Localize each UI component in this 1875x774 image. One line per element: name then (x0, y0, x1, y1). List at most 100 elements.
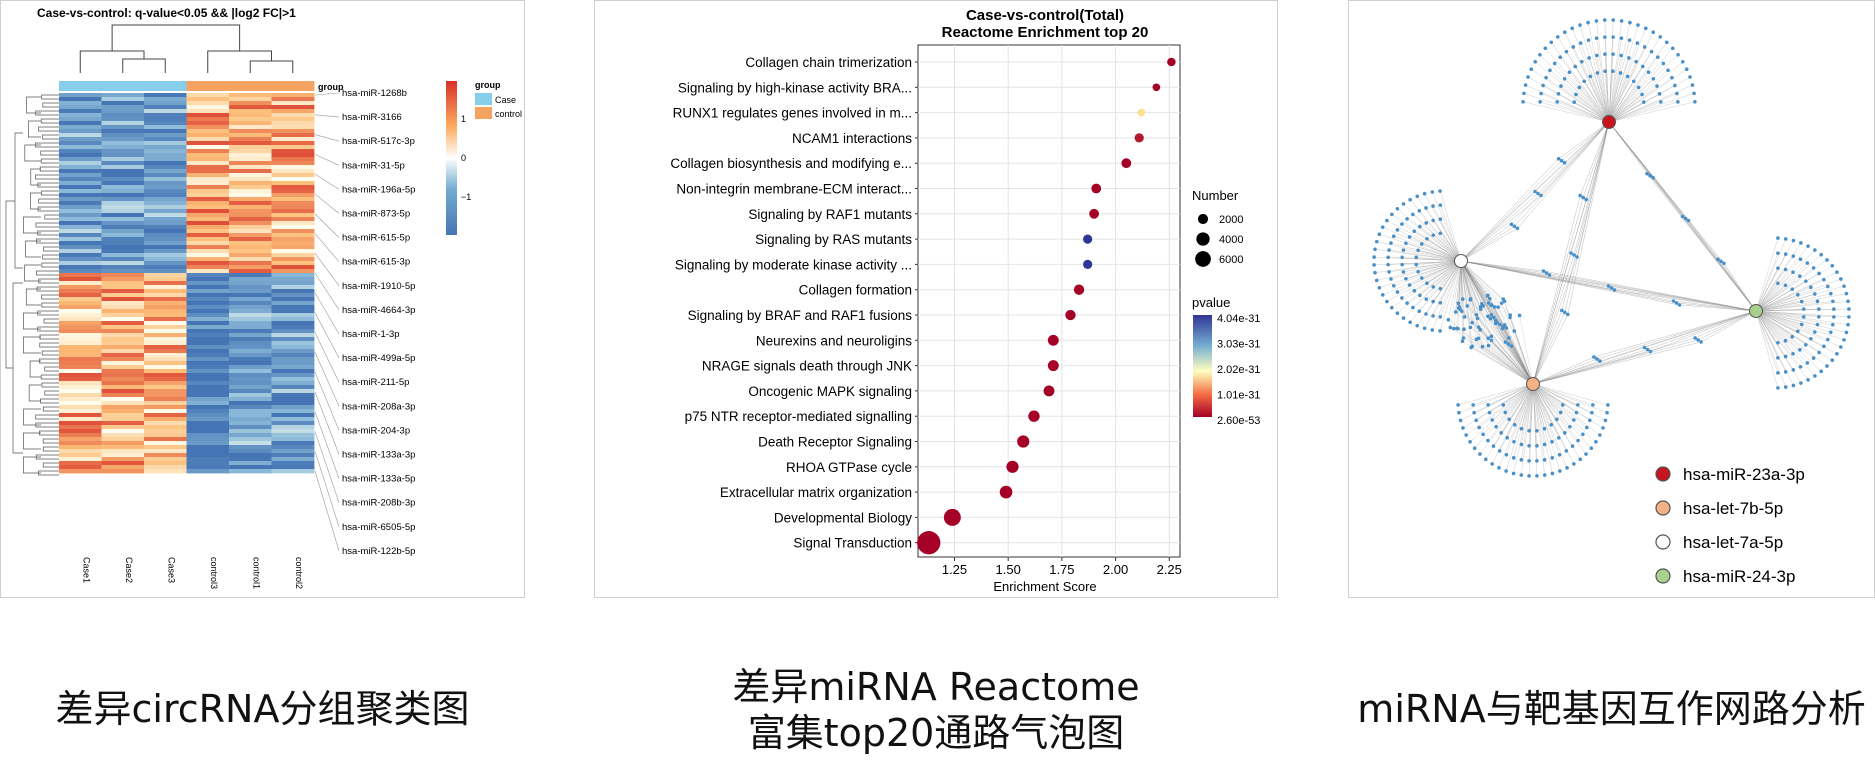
network-edge (1560, 57, 1610, 123)
network-edge (1406, 218, 1462, 262)
network-edge (1540, 101, 1610, 123)
heatmap-cell (229, 257, 272, 262)
heatmap-cell (101, 301, 145, 306)
target-node (1791, 254, 1796, 258)
target-node (1385, 218, 1389, 223)
network-edge (1460, 260, 1492, 306)
heatmap-cell (271, 133, 315, 138)
row-label-leader (314, 332, 340, 383)
network-edge (1755, 310, 1779, 373)
group-bar-segment (229, 81, 272, 91)
target-node (1400, 296, 1404, 300)
target-node (1476, 336, 1481, 341)
heatmap-cell (229, 153, 272, 158)
network-edge (1596, 55, 1610, 123)
target-node (1693, 336, 1697, 340)
network-edge (1717, 259, 1757, 312)
bubble-point (1047, 360, 1059, 372)
bubble-point (1089, 208, 1100, 219)
network-edge (1755, 310, 1841, 348)
x-axis-label: Enrichment Score (993, 579, 1096, 594)
heatmap-cell (59, 93, 102, 98)
heatmap-cell (186, 453, 230, 458)
heatmap-cell (186, 93, 230, 98)
heatmap-cell (271, 377, 315, 382)
target-node (1591, 403, 1595, 407)
network-edge (1460, 195, 1542, 262)
heatmap-cell (271, 141, 315, 146)
heatmap-cell (101, 193, 145, 198)
x-tick-label: 2.25 (1157, 562, 1182, 577)
target-node (1475, 316, 1480, 321)
target-node (1642, 45, 1647, 49)
network-legend-label: hsa-miR-24-3p (1683, 567, 1795, 586)
heatmap-cell (101, 329, 145, 334)
heatmap-cell (101, 173, 145, 178)
heatmap-cell (59, 161, 102, 166)
target-node (1578, 23, 1582, 27)
heatmap-cell (229, 337, 272, 342)
caption-network: miRNA与靶基因互作网路分析 (1357, 687, 1866, 731)
heatmap-cell (229, 129, 272, 134)
row-dendrogram-branch (5, 200, 15, 369)
network-edge (1755, 310, 1800, 350)
network-edge (1470, 299, 1534, 385)
heatmap-cell (144, 257, 187, 262)
target-node (1648, 349, 1653, 354)
row-label: hsa-miR-208a-3p (342, 401, 415, 412)
target-node (1842, 284, 1846, 288)
row-dendrogram-branch (35, 414, 59, 420)
target-node (1804, 343, 1808, 347)
network-edge (1480, 309, 1534, 385)
row-dendrogram-branch (43, 246, 59, 252)
target-node (1404, 276, 1408, 281)
heatmap-cell (101, 189, 145, 194)
network-edge (1580, 121, 1610, 196)
heatmap-cell (271, 457, 315, 462)
pathway-label: Signaling by RAF1 mutants (748, 207, 912, 222)
heatmap-cell (144, 305, 187, 310)
heatmap-cell (144, 129, 187, 134)
target-node (1453, 310, 1458, 314)
heatmap-cell (186, 361, 230, 366)
network-edge (1403, 249, 1462, 262)
heatmap-cell (186, 253, 230, 258)
network-edge (1389, 249, 1462, 262)
dendrogram-branch (249, 60, 294, 73)
heatmap-cell (229, 233, 272, 238)
network-edge (1608, 77, 1673, 123)
network-edge (1535, 61, 1610, 123)
network-edge (1532, 339, 1699, 385)
heatmap-cell (101, 325, 145, 330)
pathway-label: Non-integrin membrane-ECM interact... (676, 182, 912, 197)
heatmap-cell (229, 265, 272, 270)
network-edge (1532, 383, 1561, 472)
heatmap-cell (59, 277, 102, 282)
heatmap-cell (229, 409, 272, 414)
target-node (1791, 351, 1795, 356)
heatmap-cell (186, 329, 230, 334)
heatmap-cell (229, 317, 272, 322)
target-node (1499, 301, 1504, 305)
network-edge (1755, 238, 1779, 312)
network-legend-label: hsa-let-7a-5p (1683, 533, 1783, 552)
target-node (1377, 285, 1382, 290)
heatmap-cell (59, 341, 102, 346)
target-node (1499, 431, 1503, 435)
network-edge (1755, 310, 1794, 354)
pvalue-legend-label: 4.04e-31 (1217, 313, 1260, 325)
target-node (1407, 235, 1412, 239)
target-node (1389, 277, 1393, 281)
heatmap-cell (59, 433, 102, 438)
network-edge (1401, 223, 1462, 262)
heatmap-cell (101, 441, 145, 446)
mirna-hub-node (1602, 115, 1616, 129)
heatmap-cell (59, 177, 102, 182)
target-node (1498, 322, 1502, 327)
heatmap-cell (144, 133, 187, 138)
target-node (1564, 49, 1569, 54)
heatmap-cell (101, 413, 145, 418)
heatmap-cell (101, 153, 145, 158)
heatmap-cell (59, 97, 102, 102)
row-label-leader (314, 92, 340, 96)
